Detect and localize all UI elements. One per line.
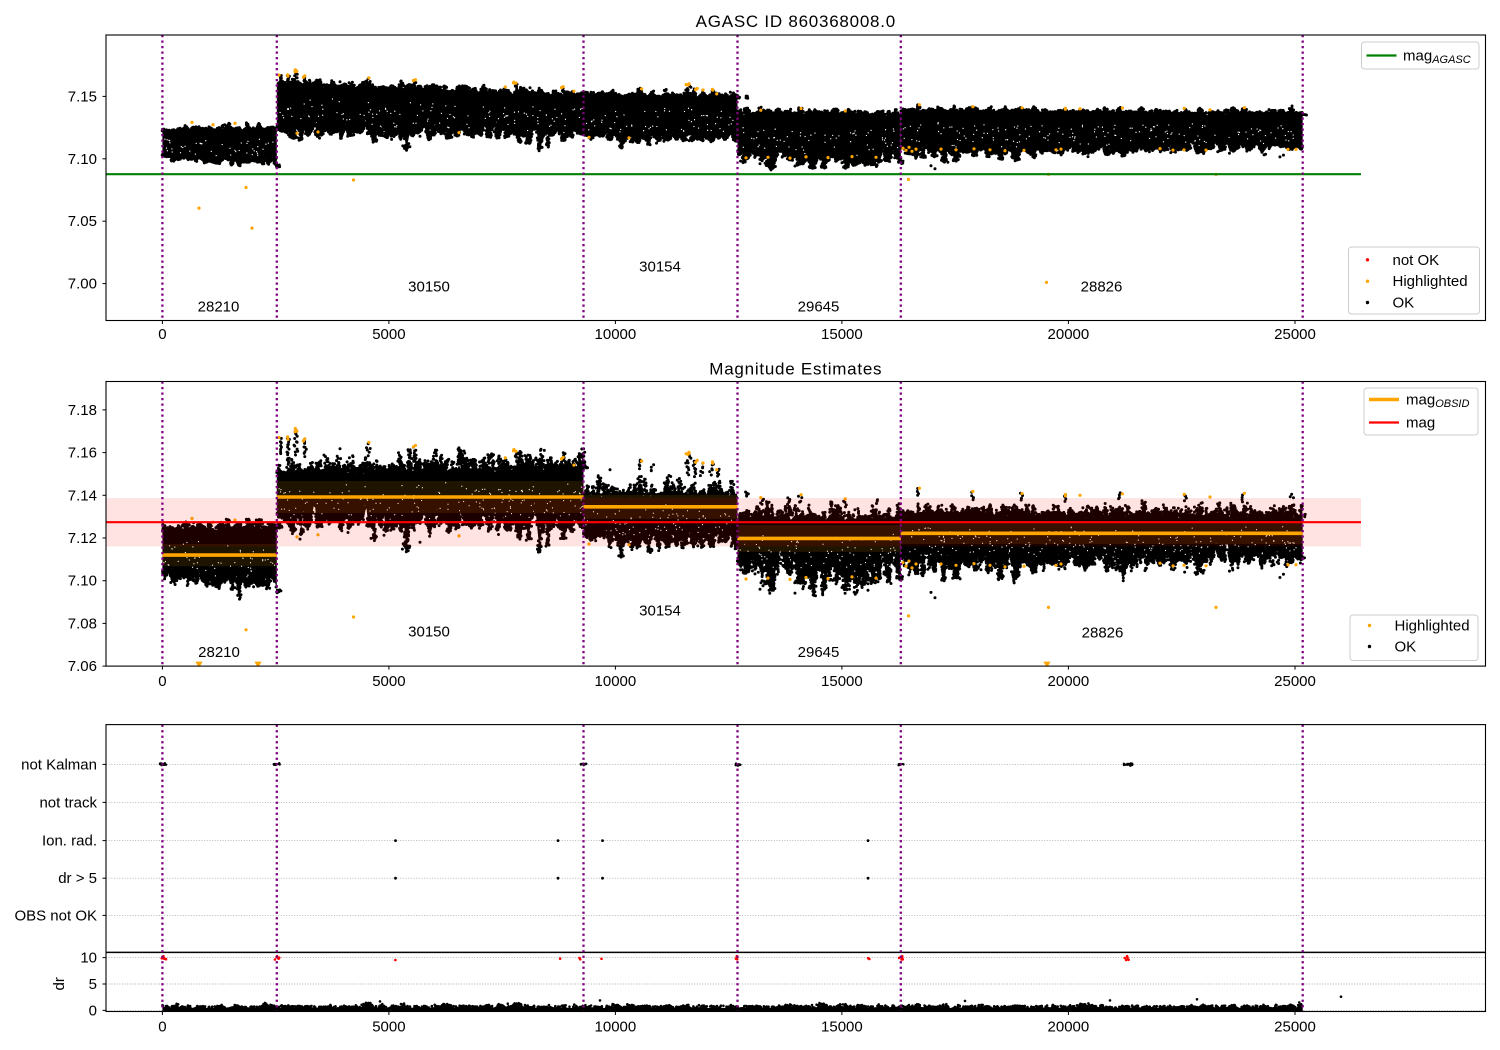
svg-text:dr: dr (51, 977, 68, 990)
svg-text:5000: 5000 (372, 326, 405, 343)
svg-text:7.16: 7.16 (68, 445, 97, 462)
svg-text:0: 0 (158, 326, 166, 343)
svg-text:7.05: 7.05 (68, 213, 97, 230)
svg-text:10: 10 (80, 950, 97, 967)
svg-text:7.12: 7.12 (68, 530, 97, 547)
svg-text:30154: 30154 (639, 259, 681, 276)
svg-text:10000: 10000 (595, 1019, 637, 1036)
svg-text:30150: 30150 (408, 624, 450, 641)
svg-text:7.08: 7.08 (68, 615, 97, 632)
svg-text:30154: 30154 (639, 603, 681, 620)
svg-text:29645: 29645 (798, 644, 840, 661)
svg-text:AGASC ID 860368008.0: AGASC ID 860368008.0 (696, 12, 896, 31)
svg-text:25000: 25000 (1274, 673, 1316, 690)
svg-text:5000: 5000 (372, 673, 405, 690)
svg-text:dr > 5: dr > 5 (58, 870, 97, 887)
svg-text:20000: 20000 (1048, 1019, 1090, 1036)
svg-text:25000: 25000 (1274, 1019, 1316, 1036)
svg-text:7.10: 7.10 (68, 151, 97, 168)
svg-text:7.15: 7.15 (68, 88, 97, 105)
svg-text:7.00: 7.00 (68, 276, 97, 293)
svg-text:0: 0 (89, 1002, 97, 1019)
svg-text:7.14: 7.14 (68, 487, 97, 504)
svg-text:29645: 29645 (798, 299, 840, 316)
svg-text:28210: 28210 (198, 299, 240, 316)
svg-text:15000: 15000 (821, 326, 863, 343)
svg-text:Ion. rad.: Ion. rad. (42, 833, 97, 850)
svg-text:Highlighted: Highlighted (1395, 618, 1470, 635)
svg-text:Highlighted: Highlighted (1393, 273, 1468, 290)
svg-text:7.06: 7.06 (68, 658, 97, 675)
svg-text:0: 0 (158, 673, 166, 690)
svg-text:mag: mag (1406, 415, 1435, 432)
svg-text:5000: 5000 (372, 1019, 405, 1036)
svg-text:not Kalman: not Kalman (21, 756, 97, 773)
svg-text:10000: 10000 (595, 326, 637, 343)
svg-text:20000: 20000 (1048, 673, 1090, 690)
svg-text:28210: 28210 (198, 644, 240, 661)
svg-text:10000: 10000 (595, 673, 637, 690)
svg-text:15000: 15000 (821, 1019, 863, 1036)
svg-text:OBS not OK: OBS not OK (14, 907, 97, 924)
svg-text:20000: 20000 (1048, 326, 1090, 343)
svg-text:0: 0 (158, 1019, 166, 1036)
svg-text:7.18: 7.18 (68, 402, 97, 419)
svg-text:28826: 28826 (1082, 625, 1124, 642)
svg-text:OK: OK (1395, 639, 1417, 656)
svg-text:OK: OK (1393, 295, 1415, 312)
svg-text:magAGASC: magAGASC (1403, 48, 1471, 67)
svg-text:7.10: 7.10 (68, 573, 97, 590)
svg-text:28826: 28826 (1081, 279, 1123, 296)
svg-text:25000: 25000 (1274, 326, 1316, 343)
svg-text:30150: 30150 (408, 279, 450, 296)
svg-text:not track: not track (39, 794, 97, 811)
svg-text:Magnitude Estimates: Magnitude Estimates (709, 360, 882, 379)
svg-text:15000: 15000 (821, 673, 863, 690)
svg-text:5: 5 (89, 976, 97, 993)
svg-text:not OK: not OK (1393, 252, 1440, 269)
